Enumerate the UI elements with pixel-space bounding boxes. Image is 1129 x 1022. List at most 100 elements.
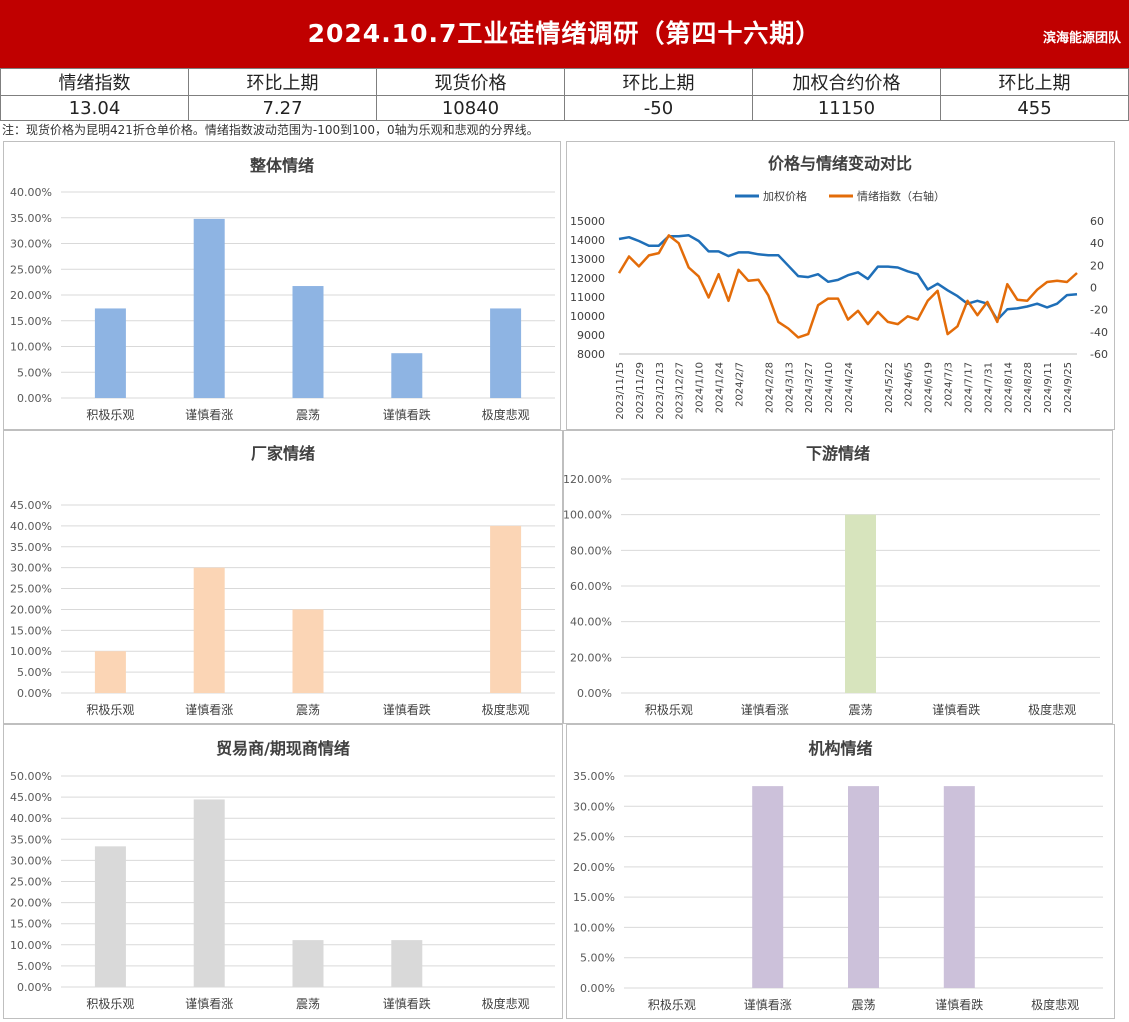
y-tick-label: 40.00% bbox=[10, 520, 52, 533]
chart-title: 整体情绪 bbox=[249, 156, 314, 175]
institutions-sentiment-chart: 机构情绪 0.00% 5.00% 10.00% 15.00% 20.00% 25.00% 30… bbox=[573, 739, 1103, 1012]
x-tick-label: 谨慎看涨 bbox=[741, 702, 789, 717]
x-tick-label: 震荡 bbox=[851, 998, 875, 1012]
bar-谨慎看涨 bbox=[193, 799, 225, 987]
y-tick-label: 15.00% bbox=[573, 891, 615, 904]
legend-label: 加权价格 bbox=[763, 189, 807, 203]
y-left-tick-label: 13000 bbox=[570, 253, 605, 266]
x-tick-label: 2024/8/28 bbox=[1023, 362, 1034, 413]
x-tick-label: 2023/12/27 bbox=[675, 362, 686, 420]
y-tick-label: 5.00% bbox=[17, 960, 52, 973]
bar-极度悲观 bbox=[490, 525, 522, 693]
bar-震荡 bbox=[292, 609, 324, 693]
x-tick-label: 2023/11/15 bbox=[615, 362, 626, 420]
x-tick-label: 震荡 bbox=[296, 703, 320, 717]
x-tick-label: 谨慎看跌 bbox=[383, 407, 431, 422]
x-tick-label: 震荡 bbox=[848, 703, 872, 717]
x-tick-label: 积极乐观 bbox=[86, 997, 134, 1011]
y-tick-label: 25.00% bbox=[10, 876, 52, 889]
y-left-tick-label: 11000 bbox=[570, 291, 605, 304]
summary-value-change-2: -50 bbox=[564, 95, 753, 121]
bar-谨慎看涨 bbox=[193, 218, 225, 398]
x-tick-label: 2024/7/31 bbox=[983, 362, 994, 413]
overall-sentiment-chart: 整体情绪 0.00% 5.00% 10.00% 15.00% 20.00% 25.00% 30… bbox=[10, 156, 555, 422]
producers-sentiment-chart: 厂家情绪 0.00% 5.00% 10.00% 15.00% 20.00% 25.00% 30… bbox=[10, 444, 555, 717]
x-tick-label: 极度悲观 bbox=[482, 702, 530, 717]
overall-chart-panel: 整体情绪 0.00% 5.00% 10.00% 15.00% 20.00% 25.00% 30… bbox=[3, 141, 561, 430]
y-right-tick-label: 0 bbox=[1090, 282, 1097, 295]
y-tick-label: 0.00% bbox=[17, 687, 52, 700]
x-tick-label: 极度悲观 bbox=[482, 996, 530, 1011]
downstream-sentiment-chart: 下游情绪 0.00% 20.00% 40.00% 60.00% 80.00% 100.00%… bbox=[563, 444, 1100, 717]
bar-极度悲观 bbox=[490, 308, 522, 398]
x-tick-label: 2024/3/13 bbox=[784, 362, 795, 413]
summary-header-weighted-price: 加权合约价格 bbox=[752, 68, 941, 96]
chart-title: 机构情绪 bbox=[808, 739, 872, 758]
y-tick-label: 5.00% bbox=[580, 952, 615, 965]
y-tick-label: 35.00% bbox=[573, 770, 615, 783]
y-tick-label: 20.00% bbox=[573, 861, 615, 874]
y-left-tick-label: 8000 bbox=[577, 348, 605, 361]
y-left-tick-label: 10000 bbox=[570, 310, 605, 323]
y-right-tick-label: 40 bbox=[1090, 237, 1104, 250]
series-line-情绪指数（右轴） bbox=[617, 234, 1078, 339]
y-left-tick-label: 9000 bbox=[577, 329, 605, 342]
title-bar: 2024.10.7工业硅情绪调研（第四十六期） 滨海能源团队 bbox=[0, 0, 1129, 68]
summary-header-spot-price: 现货价格 bbox=[376, 68, 565, 96]
bar-积极乐观 bbox=[94, 308, 126, 398]
chart-title: 下游情绪 bbox=[806, 444, 870, 463]
bar-谨慎看涨 bbox=[752, 786, 784, 988]
y-tick-label: 25.00% bbox=[573, 831, 615, 844]
y-tick-label: 35.00% bbox=[10, 212, 52, 225]
y-tick-label: 35.00% bbox=[10, 833, 52, 846]
x-tick-label: 2024/2/28 bbox=[764, 362, 775, 413]
y-tick-label: 0.00% bbox=[577, 687, 612, 700]
institutions-chart-panel: 机构情绪 0.00% 5.00% 10.00% 15.00% 20.00% 25.00% 30… bbox=[566, 724, 1115, 1019]
y-right-tick-label: -60 bbox=[1090, 348, 1108, 361]
legend-label: 情绪指数（右轴） bbox=[857, 189, 945, 203]
x-tick-label: 2024/4/24 bbox=[844, 362, 855, 413]
bar-谨慎看跌 bbox=[391, 940, 423, 987]
x-tick-label: 2024/9/25 bbox=[1063, 362, 1074, 413]
bar-震荡 bbox=[845, 514, 876, 693]
y-tick-label: 30.00% bbox=[10, 238, 52, 251]
x-tick-label: 谨慎看涨 bbox=[185, 996, 233, 1011]
x-tick-label: 2024/3/27 bbox=[804, 362, 815, 413]
summary-value-row: 13.04 7.27 10840 -50 11150 455 bbox=[0, 95, 1129, 121]
y-tick-label: 80.00% bbox=[570, 544, 612, 557]
y-tick-label: 40.00% bbox=[570, 616, 612, 629]
y-tick-label: 15.00% bbox=[10, 918, 52, 931]
y-right-tick-label: 20 bbox=[1090, 259, 1104, 272]
y-left-tick-label: 12000 bbox=[570, 272, 605, 285]
x-tick-label: 谨慎看跌 bbox=[935, 997, 983, 1012]
y-tick-label: 25.00% bbox=[10, 583, 52, 596]
x-tick-label: 极度悲观 bbox=[1031, 997, 1079, 1012]
summary-value-spot-price: 10840 bbox=[376, 95, 565, 121]
x-tick-label: 谨慎看涨 bbox=[185, 407, 233, 422]
x-tick-label: 2024/8/14 bbox=[1003, 362, 1014, 413]
page-title: 2024.10.7工业硅情绪调研（第四十六期） bbox=[307, 19, 822, 48]
y-tick-label: 40.00% bbox=[10, 812, 52, 825]
bar-震荡 bbox=[292, 286, 324, 398]
chart-title: 价格与情绪变动对比 bbox=[768, 154, 912, 173]
x-tick-label: 震荡 bbox=[296, 408, 320, 422]
y-tick-label: 40.00% bbox=[10, 186, 52, 199]
x-tick-label: 谨慎看跌 bbox=[383, 702, 431, 717]
y-right-tick-label: 60 bbox=[1090, 215, 1104, 228]
x-tick-label: 2024/9/11 bbox=[1043, 362, 1054, 413]
y-tick-label: 15.00% bbox=[10, 315, 52, 328]
x-tick-label: 积极乐观 bbox=[645, 703, 693, 717]
summary-value-weighted-price: 11150 bbox=[752, 95, 941, 121]
x-tick-label: 2024/6/19 bbox=[924, 362, 935, 413]
series-line-加权价格 bbox=[618, 234, 1078, 322]
y-tick-label: 0.00% bbox=[580, 982, 615, 995]
x-tick-label: 积极乐观 bbox=[86, 408, 134, 422]
x-tick-label: 积极乐观 bbox=[86, 703, 134, 717]
x-tick-label: 2023/11/29 bbox=[635, 362, 646, 420]
traders-sentiment-chart: 贸易商/期现商情绪 0.00% 5.00% 10.00% 15.00% 20.00% 25.… bbox=[10, 739, 555, 1011]
bar-震荡 bbox=[292, 940, 324, 987]
x-tick-label: 2024/2/7 bbox=[734, 362, 745, 407]
summary-header-sentiment-index: 情绪指数 bbox=[0, 68, 189, 96]
trend-chart-panel: 价格与情绪变动对比加权价格 情绪指数（右轴） 8000 9000 10000 11000 1… bbox=[566, 141, 1115, 430]
